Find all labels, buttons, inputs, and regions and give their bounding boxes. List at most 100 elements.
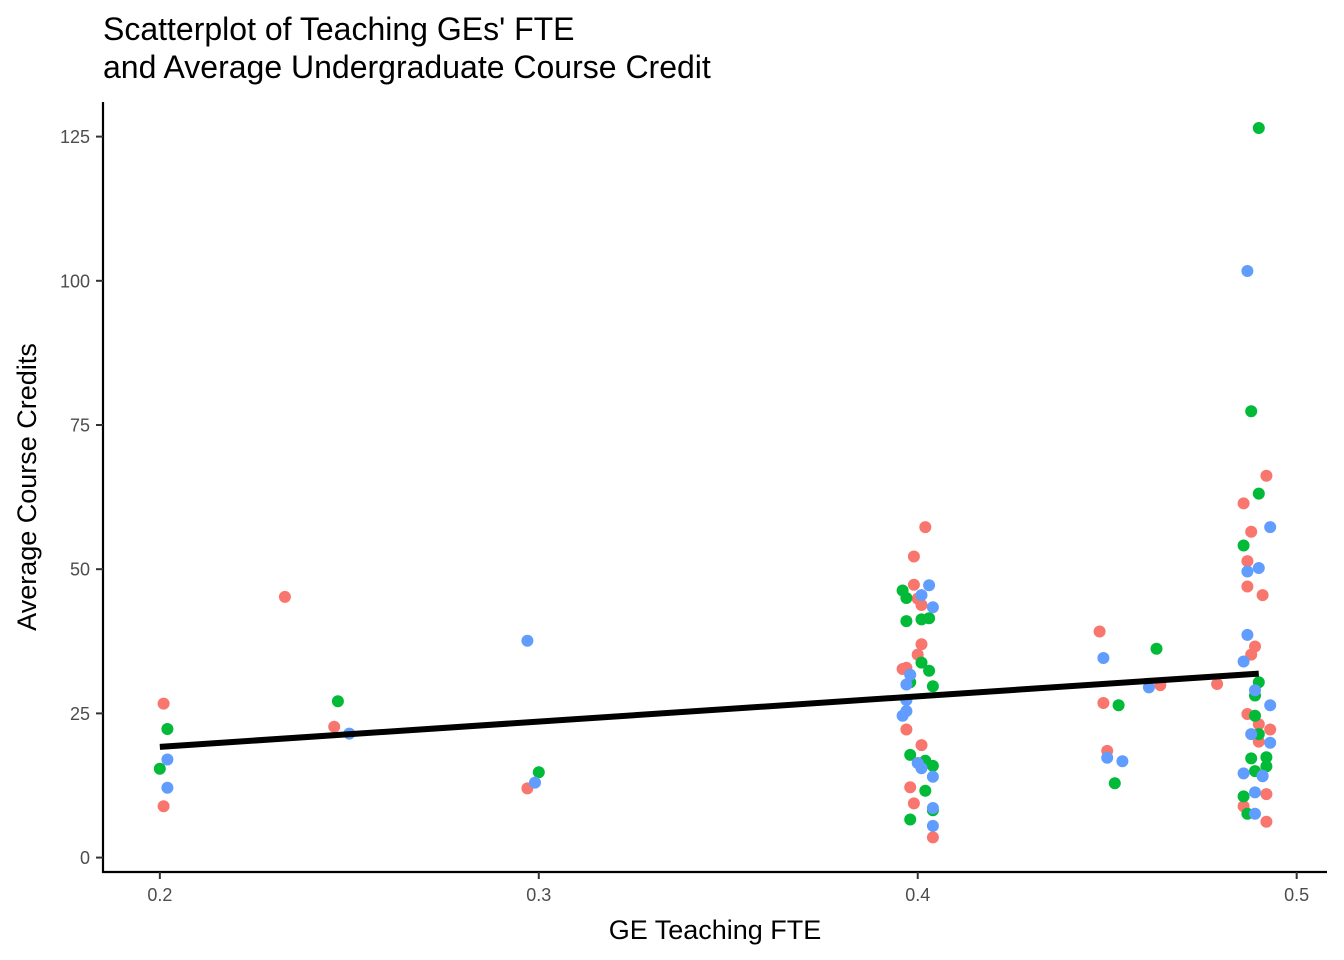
data-point-green — [919, 784, 932, 797]
data-point-red — [157, 697, 170, 710]
data-point-red — [907, 797, 920, 810]
data-point-green — [161, 723, 174, 735]
data-point-red — [904, 781, 917, 794]
chart-title-line-1: Scatterplot of Teaching GEs' FTE — [103, 11, 575, 47]
data-point-green — [1252, 487, 1265, 500]
trend-line-layer — [159, 670, 1259, 750]
data-point-blue — [926, 601, 939, 614]
data-point-red — [1249, 640, 1261, 653]
y-tick-label: 100 — [60, 271, 90, 291]
data-point-blue — [926, 802, 939, 814]
data-point-green — [900, 592, 913, 604]
data-point-blue — [900, 705, 913, 718]
data-point-green — [1237, 790, 1250, 803]
y-tick-label: 50 — [70, 560, 90, 580]
data-point-red — [1260, 469, 1273, 482]
data-point-green — [904, 813, 917, 826]
x-tick-label: 0.4 — [905, 885, 930, 905]
data-point-green — [904, 748, 917, 761]
chart-title: Scatterplot of Teaching GEs' FTE and Ave… — [103, 11, 711, 85]
data-point-green — [1260, 760, 1273, 773]
data-point-red — [328, 720, 341, 733]
data-point-blue — [161, 781, 174, 794]
data-point-blue — [915, 762, 928, 775]
data-point-red — [1237, 497, 1250, 510]
data-point-blue — [1097, 652, 1110, 664]
data-point-blue — [1245, 728, 1258, 741]
data-point-green — [153, 762, 166, 775]
data-point-red — [1211, 678, 1224, 690]
data-point-red — [1264, 723, 1277, 736]
data-point-blue — [529, 776, 541, 789]
data-point-blue — [1241, 265, 1254, 277]
data-point-blue — [1142, 681, 1155, 694]
data-point-blue — [161, 753, 174, 766]
data-point-green — [1237, 539, 1250, 552]
data-point-blue — [521, 634, 534, 647]
data-point-blue — [1252, 562, 1265, 574]
data-point-red — [278, 590, 291, 603]
data-point-blue — [1249, 684, 1261, 697]
data-point-green — [923, 612, 936, 625]
data-point-green — [926, 759, 939, 772]
data-point-red — [919, 521, 932, 534]
data-point-red — [915, 638, 928, 651]
data-point-red — [1097, 697, 1110, 709]
y-axis-title-group: Average Course Credits — [12, 343, 42, 631]
data-point-blue — [1249, 807, 1261, 820]
data-point-blue — [1237, 767, 1250, 780]
data-point-green — [331, 695, 344, 708]
data-point-red — [915, 739, 928, 752]
axes: 0 25 50 75 100 125 0.2 0.3 0.4 0.5 — [60, 102, 1327, 905]
data-point-green — [923, 664, 936, 677]
data-point-blue — [1241, 628, 1254, 641]
x-tick-label: 0.3 — [526, 885, 551, 905]
data-point-red — [915, 599, 928, 611]
data-point-blue — [926, 819, 939, 832]
chart-title-line-2: and Average Undergraduate Course Credit — [103, 49, 711, 85]
y-tick-label: 75 — [70, 415, 90, 435]
y-tick-label: 0 — [80, 848, 90, 868]
data-point-green — [532, 766, 545, 779]
x-tick-label: 0.2 — [147, 885, 172, 905]
data-point-red — [907, 578, 920, 591]
data-point-blue — [923, 579, 936, 592]
data-point-green — [1245, 405, 1258, 418]
data-point-red — [1245, 525, 1258, 538]
data-point-green — [1108, 777, 1121, 790]
data-point-green — [900, 615, 913, 628]
data-point-red — [926, 831, 939, 844]
data-point-green — [915, 656, 928, 669]
y-tick-label: 25 — [70, 704, 90, 724]
data-point-green — [1150, 642, 1163, 655]
data-point-green — [1112, 699, 1125, 712]
data-point-blue — [1256, 770, 1269, 783]
data-point-red — [1241, 555, 1254, 568]
data-point-red — [157, 800, 170, 813]
y-tick-label: 125 — [60, 127, 90, 147]
data-point-blue — [1237, 655, 1250, 668]
data-point-green — [1245, 752, 1258, 765]
data-point-green — [1252, 122, 1265, 134]
data-point-red — [907, 550, 920, 563]
data-point-blue — [1264, 521, 1277, 534]
x-tick-label: 0.5 — [1284, 885, 1309, 905]
y-axis-title: Average Course Credits — [12, 343, 42, 631]
data-point-red — [1256, 589, 1269, 602]
data-point-red — [1093, 625, 1106, 638]
data-point-green — [1260, 751, 1273, 764]
data-point-green — [926, 680, 939, 693]
data-point-blue — [1241, 565, 1254, 578]
data-point-blue — [915, 589, 928, 602]
data-point-red — [1260, 815, 1273, 828]
data-point-red — [900, 723, 913, 736]
data-point-red — [1241, 580, 1254, 593]
x-axis-title: GE Teaching FTE — [609, 915, 822, 945]
trend-line — [159, 670, 1259, 750]
data-point-blue — [1264, 736, 1277, 749]
data-point-blue — [900, 678, 913, 691]
data-point-green — [1249, 709, 1261, 722]
data-point-blue — [926, 770, 939, 783]
data-point-blue — [1264, 699, 1277, 712]
